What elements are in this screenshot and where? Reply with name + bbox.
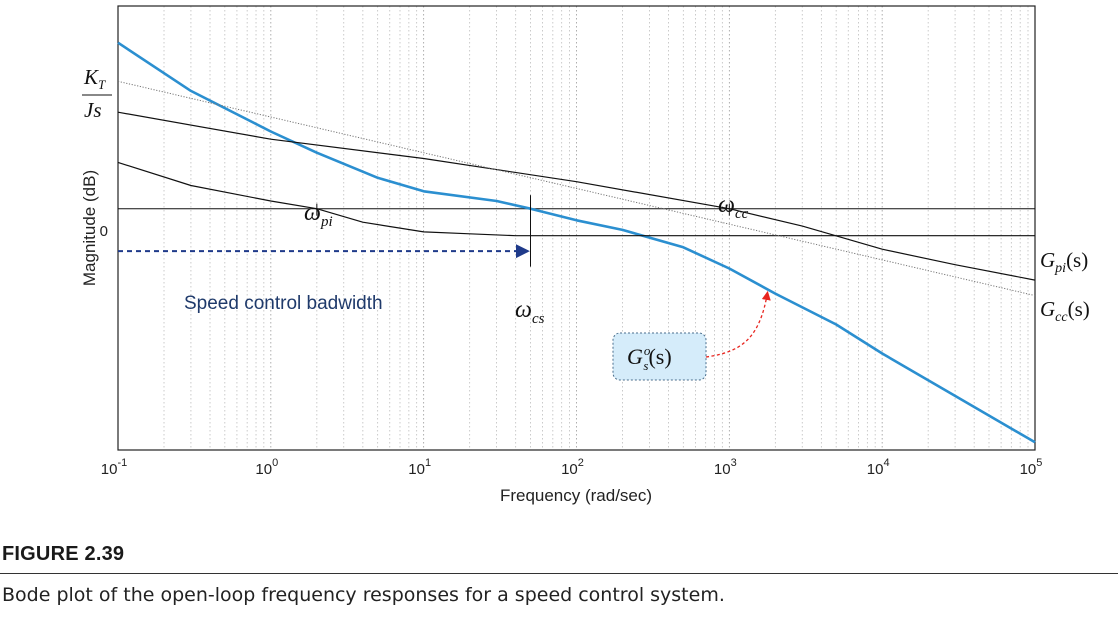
kt-numerator: K — [83, 65, 99, 89]
x-tick-base: 10 — [1020, 461, 1037, 478]
x-tick-base: 10 — [101, 461, 118, 478]
g-so-pointer-arrow — [705, 290, 771, 358]
series-layer — [117, 41, 1036, 444]
x-tick-exponent: 3 — [731, 457, 737, 469]
x-tick-label: 105 — [1020, 457, 1043, 478]
x-tick-label: 10-1 — [101, 457, 127, 478]
series-line-Gpi — [117, 161, 1035, 237]
g-so-label: Go s(s) — [627, 343, 672, 373]
x-tick-base: 10 — [867, 461, 884, 478]
omega-pi-label: ωpi — [304, 200, 333, 230]
x-tick-exponent: 4 — [883, 457, 889, 469]
y-axis-title: Magnitude (dB) — [80, 170, 99, 286]
figure-caption: Bode plot of the open-loop frequency res… — [2, 584, 725, 606]
plot-frame — [117, 5, 1036, 451]
kt-numerator-subscript: T — [98, 77, 106, 92]
x-tick-label: 101 — [408, 457, 431, 478]
g-cc-label: Gcc(s) — [1040, 297, 1090, 325]
x-tick-labels: 10-1 100 101 102 103 104 105 — [101, 457, 1043, 478]
g-so-box — [612, 332, 707, 381]
x-tick-base: 10 — [714, 461, 731, 478]
grid-layer — [163, 6, 1029, 450]
series-line-Gso — [117, 41, 1036, 444]
x-tick-label: 103 — [714, 457, 737, 478]
x-tick-exponent: 1 — [425, 457, 431, 469]
x-tick-exponent: -1 — [117, 457, 127, 469]
kt-denominator: Js — [84, 98, 102, 122]
x-tick-exponent: 2 — [578, 457, 584, 469]
g-pi-label: Gpi(s) — [1040, 248, 1088, 276]
caption-divider — [0, 573, 1118, 574]
annotations-layer — [118, 195, 771, 358]
x-tick-base: 10 — [255, 461, 272, 478]
kt-over-js-label: KT Js — [82, 65, 112, 122]
svg-text:KT: KT — [83, 65, 106, 92]
x-tick-base: 10 — [408, 461, 425, 478]
omega-cs-label: ωcs — [515, 297, 545, 327]
series-line-KTJs — [117, 80, 1036, 297]
x-tick-exponent: 0 — [272, 457, 278, 469]
g-so-label-box: Go s(s) — [612, 332, 707, 381]
y-tick-label-0: 0 — [100, 223, 108, 240]
bode-chart: 10-1 100 101 102 103 104 105 Frequency (rad/se… — [80, 5, 1090, 505]
figure-label: FIGURE 2.39 — [2, 543, 125, 565]
omega-cc-label: ωcc — [718, 192, 749, 222]
x-tick-label: 100 — [255, 457, 278, 478]
bandwidth-label: Speed control badwidth — [184, 293, 383, 314]
x-tick-label: 104 — [867, 457, 890, 478]
x-tick-exponent: 5 — [1036, 457, 1042, 469]
x-tick-label: 102 — [561, 457, 584, 478]
x-tick-base: 10 — [561, 461, 578, 478]
x-axis-title: Frequency (rad/sec) — [500, 486, 652, 505]
